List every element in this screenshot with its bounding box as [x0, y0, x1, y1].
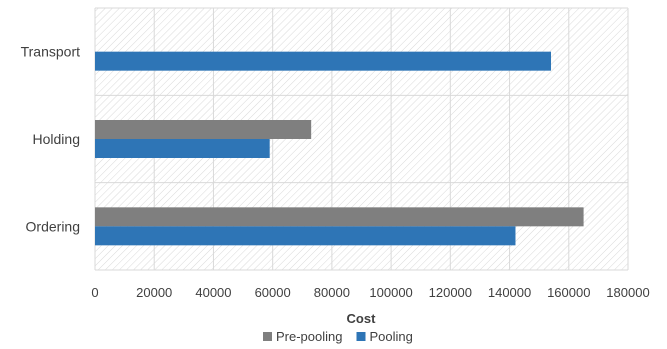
x-tick-label: 120000: [429, 285, 472, 300]
legend: Pre-pooling Pooling: [263, 329, 413, 344]
legend-swatch: [356, 332, 366, 341]
x-tick-label: 60000: [255, 285, 291, 300]
bar-pooling-holding: [95, 139, 270, 158]
bar-pooling-ordering: [95, 226, 516, 246]
bar-pooling-transport: [95, 51, 552, 71]
category-label: Ordering: [26, 218, 80, 234]
legend-label: Pre-pooling: [276, 329, 343, 344]
x-tick-label: 80000: [314, 285, 350, 300]
category-label: Transport: [21, 44, 81, 60]
bars: [95, 51, 584, 246]
legend-swatch: [263, 332, 272, 341]
bar-pre-pooling-ordering: [95, 207, 584, 227]
x-tick-label: 180000: [606, 285, 649, 300]
x-tick-label: 100000: [369, 285, 412, 300]
x-tick-label: 140000: [488, 285, 531, 300]
x-axis-title: Cost: [347, 311, 377, 326]
x-tick-label: 40000: [195, 285, 231, 300]
legend-label: Pooling: [370, 329, 413, 344]
x-tick-label: 0: [91, 285, 98, 300]
x-tick-label: 20000: [136, 285, 172, 300]
x-tick-labels: 0 20000 40000 60000 80000 100000 120000 140000 1…: [91, 285, 649, 300]
category-label: Holding: [33, 131, 80, 147]
category-labels: Transport Holding Ordering: [21, 44, 81, 235]
x-tick-label: 160000: [547, 285, 590, 300]
bar-pre-pooling-holding: [95, 120, 312, 139]
